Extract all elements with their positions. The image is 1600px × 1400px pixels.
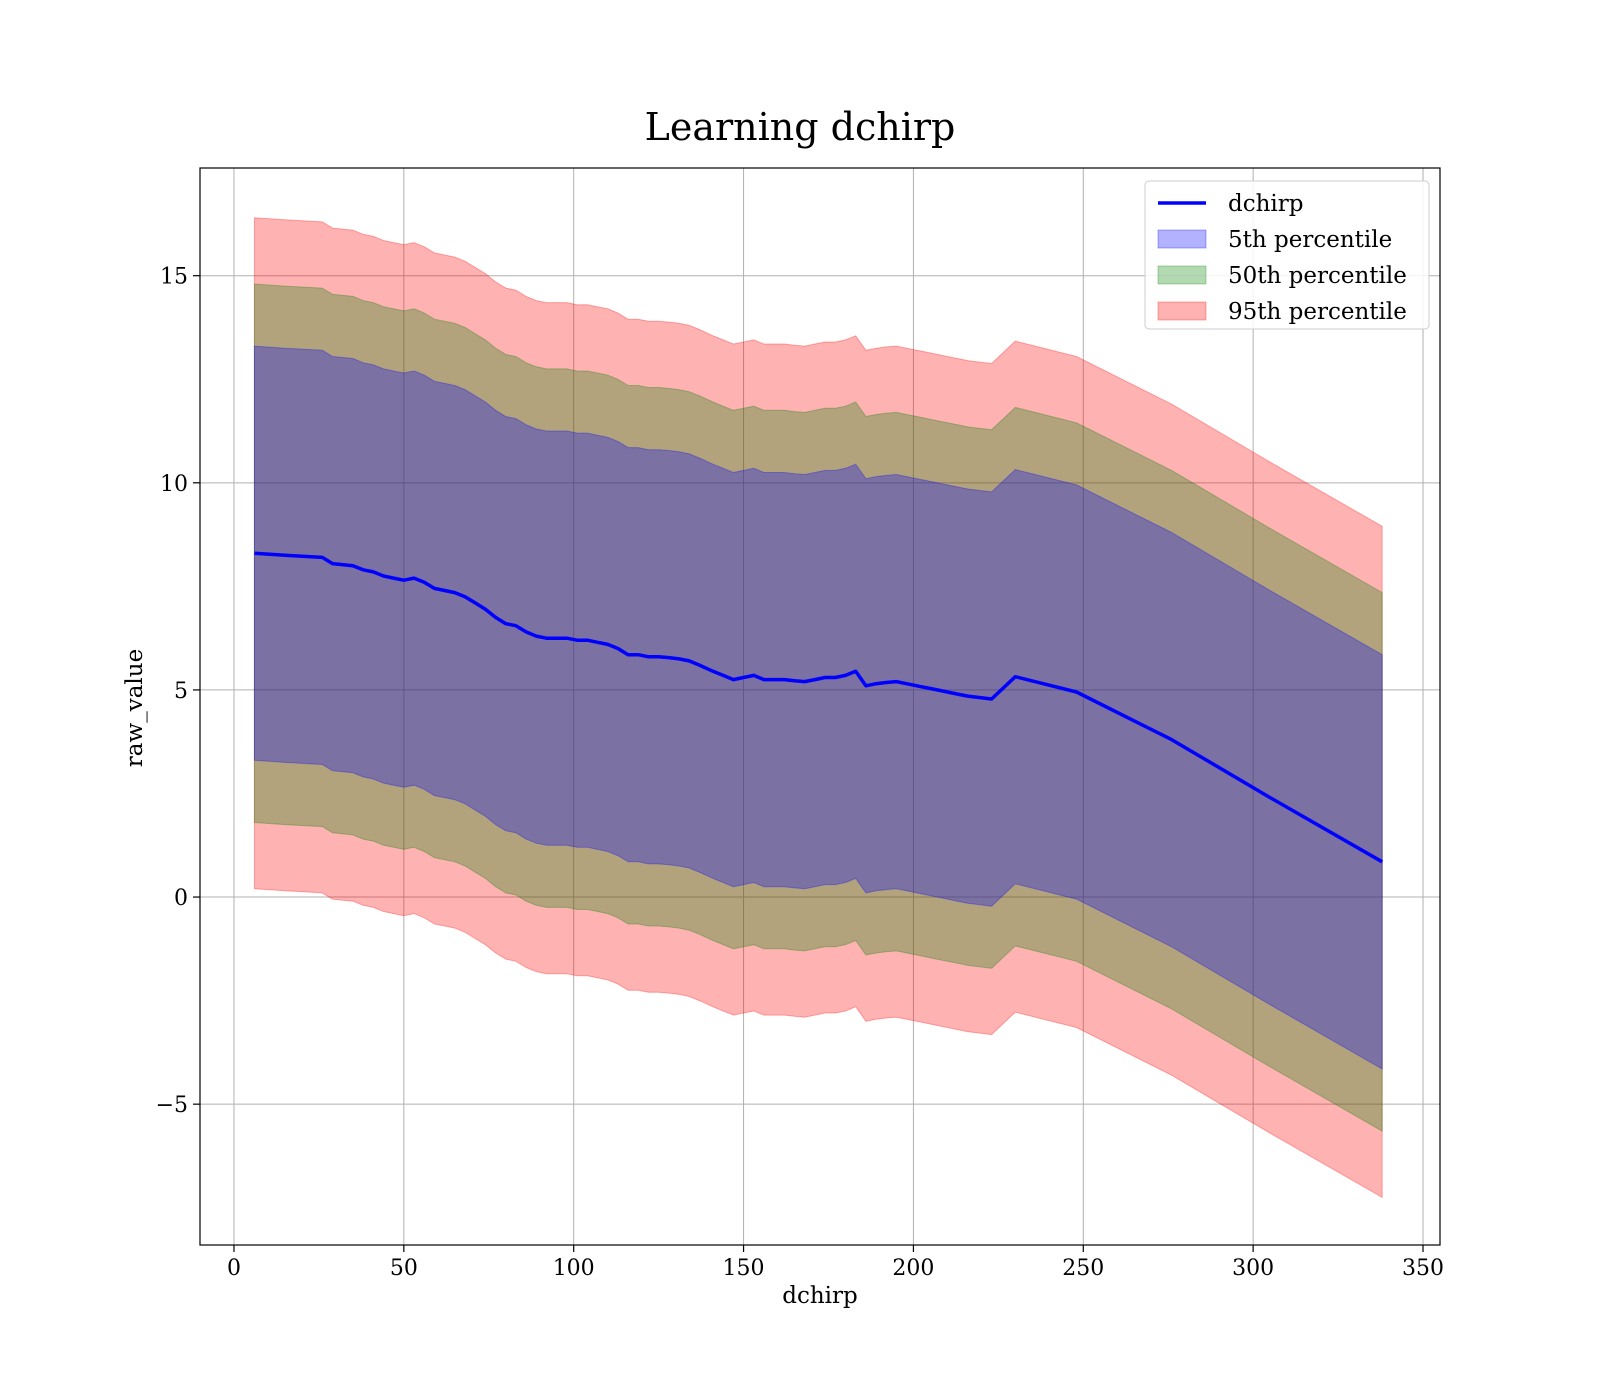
legend-swatch-band: [1157, 265, 1207, 285]
x-tick-label: 350: [1402, 1256, 1444, 1281]
band-5th-percentile: [253, 345, 1383, 1070]
series-lines: [254, 551, 1384, 864]
percentile-bands: [253, 217, 1383, 1199]
band-50th-percentile: [253, 283, 1383, 1132]
band-95th-percentile: [253, 217, 1383, 1199]
y-axis-label: raw_value: [122, 649, 148, 767]
legend-label: dchirp: [1228, 191, 1304, 217]
x-axis-label: dchirp: [782, 1283, 858, 1309]
x-tick-label: 300: [1232, 1256, 1274, 1281]
x-tick-label: 50: [390, 1256, 418, 1281]
y-tick-label: 10: [160, 472, 188, 497]
x-tick-label: 250: [1062, 1256, 1104, 1281]
legend-swatch-band: [1157, 229, 1207, 249]
legend-box: [1144, 180, 1430, 330]
x-tick-label: 100: [553, 1256, 595, 1281]
y-tick-label: 0: [174, 886, 188, 911]
legend-label: 5th percentile: [1228, 227, 1392, 253]
y-tick-label: 5: [174, 679, 188, 704]
legend-swatch-band: [1157, 301, 1207, 321]
y-tick-label: 15: [160, 265, 188, 290]
chart-title: Learning dchirp: [645, 105, 956, 149]
legend: dchirp 5th percentile 50th percentile 95th …: [1144, 180, 1430, 330]
y-tick-label: −5: [156, 1093, 188, 1118]
x-tick-label: 150: [723, 1256, 765, 1281]
x-tick-label: 200: [892, 1256, 934, 1281]
legend-label: 50th percentile: [1228, 263, 1407, 289]
series-line-dchirp: [254, 551, 1384, 864]
x-tick-label: 0: [227, 1256, 241, 1281]
axis-ticks: 0 50 100 150 200 250 300 350 −5 0 5 10 15: [156, 265, 1444, 1281]
plot-frame: [199, 167, 1441, 1246]
legend-label: 95th percentile: [1228, 299, 1407, 325]
